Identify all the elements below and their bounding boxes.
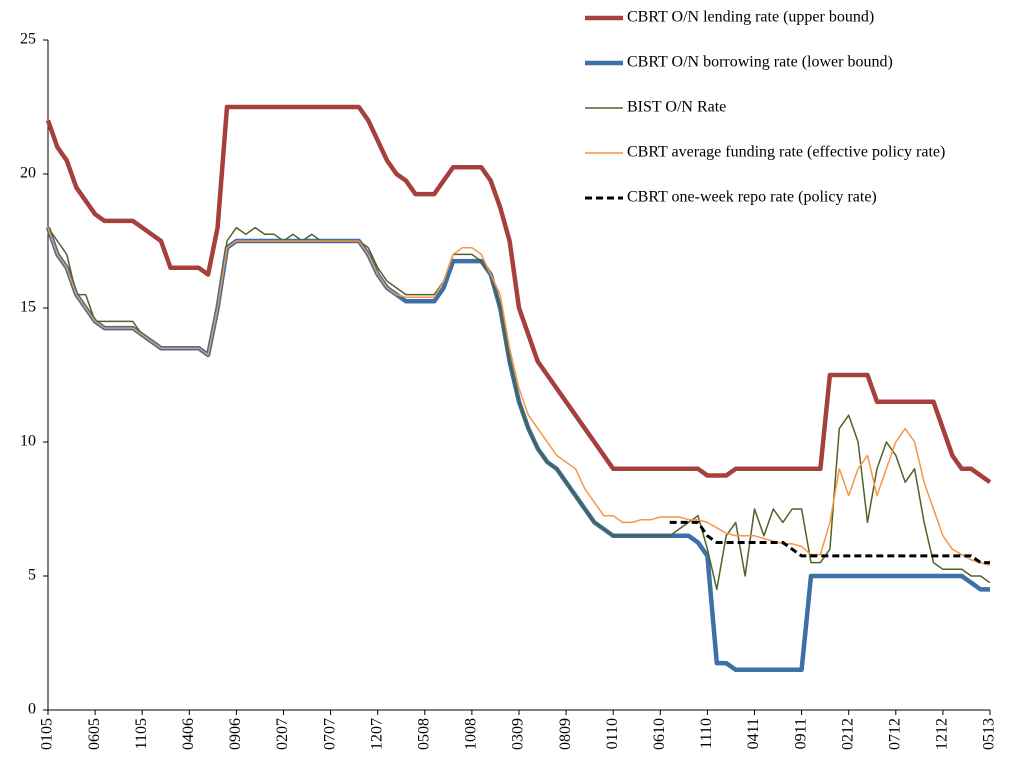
x-tick-label: 0707: [321, 718, 338, 750]
x-tick-label: 0906: [227, 718, 244, 750]
x-tick-label: 0513: [981, 718, 998, 750]
legend-label: CBRT O/N borrowing rate (lower bound): [627, 54, 893, 71]
x-tick-label: 0809: [557, 718, 574, 750]
series-line: [669, 520, 990, 565]
x-tick-label: 0406: [180, 718, 197, 750]
y-tick-label: 10: [20, 433, 36, 450]
x-tick-label: 1212: [934, 718, 951, 750]
x-tick-label: 0309: [510, 718, 527, 750]
x-tick-label: 0207: [274, 718, 291, 750]
y-tick-label: 20: [20, 165, 36, 182]
legend-label: CBRT O/N lending rate (upper bound): [627, 9, 874, 26]
x-tick-label: 0105: [39, 718, 56, 750]
y-tick-label: 15: [20, 299, 36, 316]
x-tick-label: 0110: [604, 718, 621, 749]
legend-label: CBRT one-week repo rate (policy rate): [627, 189, 877, 206]
x-tick-label: 0508: [415, 718, 432, 750]
x-tick-label: 0212: [839, 718, 856, 750]
y-tick-label: 5: [28, 567, 36, 584]
series-line: [47, 227, 991, 567]
x-tick-label: 0610: [651, 718, 668, 750]
x-tick-label: 1207: [368, 718, 385, 750]
x-tick-label: 1110: [698, 718, 715, 749]
x-tick-label: 0712: [886, 718, 903, 750]
x-tick-label: 0605: [86, 718, 103, 750]
x-tick-label: 0411: [745, 718, 762, 749]
x-tick-label: 1105: [133, 718, 150, 749]
x-tick-label: 1008: [463, 718, 480, 750]
y-tick-label: 25: [20, 31, 36, 48]
x-tick-label: 0911: [792, 718, 809, 749]
y-tick-label: 0: [28, 701, 36, 718]
legend-label: CBRT average funding rate (effective pol…: [627, 144, 945, 161]
series-line: [45, 104, 992, 485]
legend-label: BIST O/N Rate: [627, 99, 726, 116]
